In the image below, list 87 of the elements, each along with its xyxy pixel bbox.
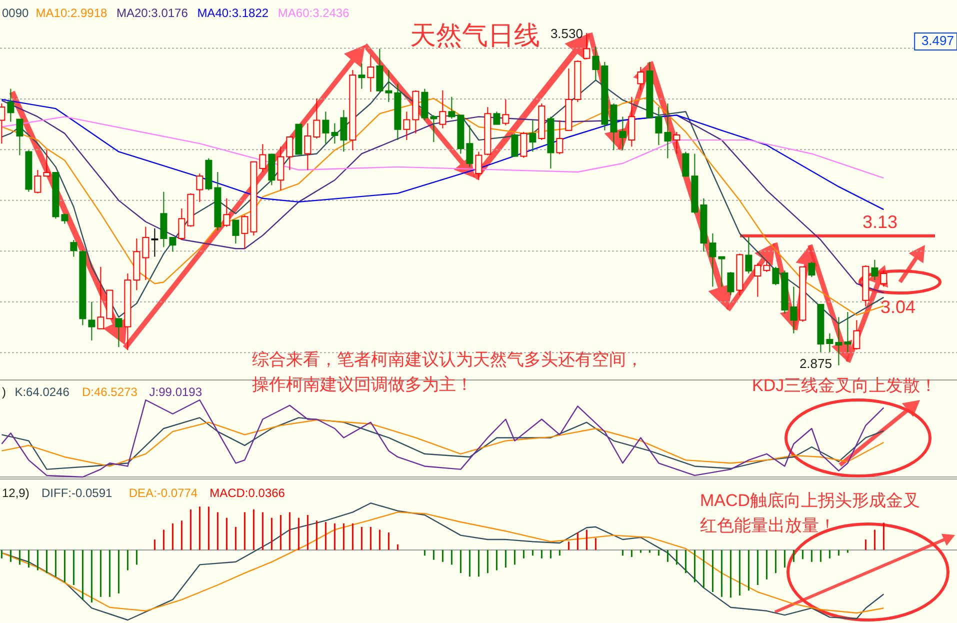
candlestick: [664, 103, 672, 159]
annotation: KDJ三线金叉向上发散！: [752, 376, 938, 395]
candlestick: [637, 66, 644, 91]
text: 0090: [2, 6, 30, 20]
text: K:64.0246: [14, 385, 70, 399]
text: DEA:-0.0774: [128, 486, 198, 500]
candlestick: [115, 318, 122, 348]
candlestick: [439, 90, 446, 129]
candlestick: [583, 32, 590, 60]
candlestick: [304, 122, 312, 170]
candlestick: [151, 228, 158, 258]
candlestick: [322, 111, 330, 144]
candlestick: [682, 151, 690, 178]
text: D:46.5273: [82, 385, 138, 399]
candlestick: [808, 261, 816, 278]
candlestick: [367, 54, 374, 92]
candlestick: [853, 320, 860, 350]
annotation: 3.530: [550, 26, 583, 41]
candlestick: [223, 198, 230, 228]
candlestick: [592, 46, 600, 81]
candlestick: [196, 173, 204, 202]
candlestick: [502, 98, 510, 126]
candlestick: [16, 118, 24, 156]
candlestick: [556, 120, 564, 155]
series-label: J:99.0193: [149, 385, 202, 399]
text: MA10:2.9918: [36, 6, 108, 20]
text: DIFF:-0.0591: [42, 486, 113, 500]
candlestick: [628, 96, 636, 148]
text: 天然气日线: [410, 20, 540, 50]
candlestick: [844, 312, 852, 353]
candlestick: [358, 62, 366, 90]
annotation: MACD触底向上拐头形成金叉: [700, 491, 920, 510]
candlestick: [43, 149, 50, 177]
candlestick: [331, 122, 338, 144]
text: MA60:3.2436: [278, 6, 350, 20]
candlestick: [871, 259, 878, 281]
candlestick: [241, 214, 248, 250]
candlestick: [772, 266, 780, 286]
candlestick: [61, 213, 68, 224]
ref-line-label: 3.13: [862, 212, 898, 232]
candlestick: [232, 220, 240, 244]
candlestick: [466, 124, 474, 168]
candlestick: [34, 169, 42, 194]
candlestick: [511, 132, 518, 158]
candlestick: [475, 151, 482, 181]
candlestick: [277, 146, 284, 191]
candlestick: [529, 120, 536, 152]
text: MA20:3.0176: [116, 6, 188, 20]
candlestick: [790, 286, 798, 334]
candlestick: [754, 262, 762, 298]
candlestick: [403, 111, 410, 141]
annotation: 2.875: [799, 356, 832, 371]
candlestick: [727, 271, 734, 296]
candlestick: [88, 301, 96, 341]
candlestick: [520, 131, 528, 158]
candlestick: [430, 114, 438, 143]
candlestick: [619, 116, 626, 151]
annotation: 操作柯南建议回调做多为主！: [252, 375, 473, 394]
candlestick: [448, 96, 456, 120]
candlestick: [142, 226, 150, 281]
text: 3.497: [921, 33, 954, 48]
annotation: 3.04: [880, 297, 916, 317]
candlestick: [655, 106, 662, 146]
candlestick: [880, 270, 888, 288]
candlestick: [718, 256, 726, 288]
candlestick: [313, 98, 320, 140]
candlestick: [709, 232, 716, 288]
candlestick: [178, 208, 186, 240]
candlestick: [673, 131, 680, 154]
candlestick: [340, 110, 348, 152]
text: MA40:3.1822: [197, 6, 269, 20]
candlestick: [259, 144, 266, 173]
annotation: 综合来看，笔者柯南建议认为天然气多头还有空间，: [252, 350, 643, 369]
candlestick: [97, 266, 104, 330]
candlestick: [493, 111, 500, 125]
candlestick: [169, 236, 176, 252]
legend-title: 12,9): [2, 486, 30, 500]
series-label: MACD:0.0366: [210, 486, 286, 500]
candlestick: [385, 70, 392, 102]
candlestick: [826, 332, 834, 353]
candlestick: [286, 136, 294, 170]
candlestick: [7, 88, 14, 122]
candlestick: [835, 316, 842, 366]
candlestick: [745, 236, 752, 274]
candlestick: [70, 239, 78, 258]
candlestick: [763, 260, 770, 272]
legend-title: ): [2, 385, 6, 399]
